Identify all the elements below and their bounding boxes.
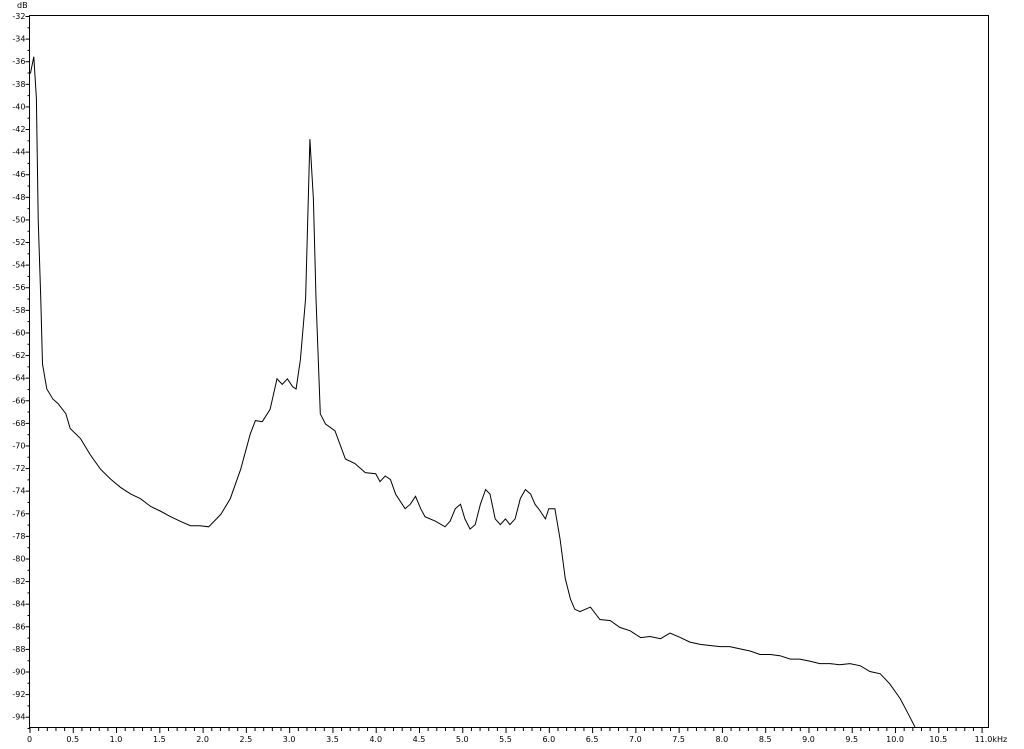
- x-tick-label: 7.0: [629, 735, 642, 744]
- y-tick-label: -88: [12, 645, 25, 654]
- y-tick-label: -58: [12, 306, 25, 315]
- y-tick-label: -40: [12, 102, 25, 111]
- y-tick-label: -72: [12, 464, 25, 473]
- x-tick-label: 4.5: [413, 735, 426, 744]
- x-tick-label: 5.5: [499, 735, 512, 744]
- y-tick-label: -70: [12, 441, 25, 450]
- y-axis-unit: dB: [17, 1, 28, 10]
- y-axis: -32 -34 -36 -38 -40 -42 -44 -46 -48 -50 -52 -54 -56 -…: [12, 12, 30, 729]
- x-tick-label: 10.0: [886, 735, 904, 744]
- y-tick-label: -44: [12, 148, 25, 157]
- y-tick-label: -42: [12, 125, 25, 134]
- x-tick-label: 7.5: [672, 735, 685, 744]
- plot-frame: [29, 15, 989, 728]
- y-tick-label: -56: [12, 283, 25, 292]
- x-axis: 0 0.5 1.0 1.5 2.0 2.5 3.0 3.5 4.0 4.5 5.0 5.5 6.0 6.5…: [27, 728, 1007, 744]
- x-tick-label: 6.0: [542, 735, 555, 744]
- y-tick-label: -62: [12, 351, 25, 360]
- y-tick-label: -48: [12, 193, 25, 202]
- y-tick-label: -80: [12, 554, 25, 563]
- y-tick-label: -52: [12, 238, 25, 247]
- x-tick-label: 2.0: [196, 735, 209, 744]
- y-tick-label: -94: [12, 713, 25, 722]
- y-tick-label: -38: [12, 80, 25, 89]
- y-tick-label: -36: [12, 57, 25, 66]
- x-tick-label: 8.0: [716, 735, 729, 744]
- y-tick-label: -34: [12, 35, 25, 44]
- x-tick-label: 5.0: [456, 735, 469, 744]
- x-tick-label: 0: [27, 735, 32, 744]
- x-tick-label: 3.5: [326, 735, 339, 744]
- y-tick-label: -60: [12, 328, 25, 337]
- y-tick-label: -90: [12, 667, 25, 676]
- y-tick-label: -32: [12, 12, 25, 21]
- y-tick-label: -76: [12, 509, 25, 518]
- x-tick-label: 2.5: [240, 735, 253, 744]
- x-tick-label: 3.0: [283, 735, 296, 744]
- y-tick-label: -84: [12, 600, 25, 609]
- x-tick-label: 10.5: [929, 735, 947, 744]
- y-tick-label: -78: [12, 532, 25, 541]
- x-tick-label: 8.5: [759, 735, 772, 744]
- y-tick-label: -92: [12, 690, 25, 699]
- y-tick-label: -46: [12, 170, 25, 179]
- x-tick-label: 4.0: [369, 735, 382, 744]
- x-tick-label: 1.0: [110, 735, 123, 744]
- x-tick-label: 9.0: [802, 735, 815, 744]
- x-tick-label: 1.5: [153, 735, 166, 744]
- y-tick-label: -68: [12, 419, 25, 428]
- y-tick-label: -66: [12, 396, 25, 405]
- x-axis-unit: kHz: [992, 735, 1007, 744]
- x-tick-label: 6.5: [586, 735, 599, 744]
- y-tick-label: -74: [12, 487, 25, 496]
- y-tick-label: -82: [12, 577, 25, 586]
- series-line: [29, 56, 916, 728]
- y-tick-label: -50: [12, 215, 25, 224]
- y-tick-label: -54: [12, 261, 25, 270]
- y-tick-label: -86: [12, 622, 25, 631]
- x-tick-label: 9.5: [845, 735, 858, 744]
- x-tick-label: 11.0kHz: [975, 735, 1008, 744]
- x-tick-label: 0.5: [66, 735, 79, 744]
- y-tick-label: -64: [12, 374, 25, 383]
